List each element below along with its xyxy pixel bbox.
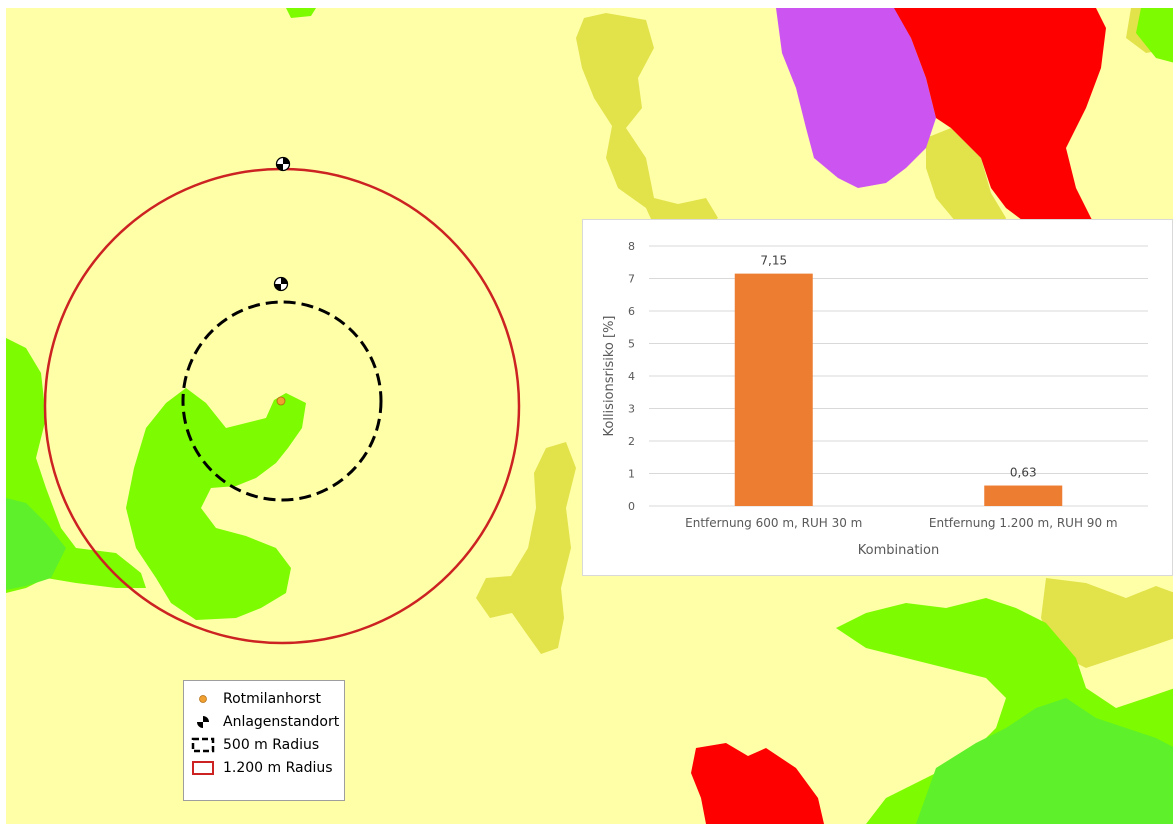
turbine-site-marker[interactable] (275, 156, 291, 172)
yellow-land-patch (576, 13, 718, 233)
chart-canvas: 0 1 2 3 4 5 6 7 8 7,15 Entfernung 600 m, RUH 30 m 0… (602, 240, 1148, 558)
y-axis-title: Kollisionsrisiko [%] (602, 315, 617, 436)
x-category-label: Entfernung 1.200 m, RUH 90 m (929, 516, 1118, 530)
red-land-patch (691, 743, 824, 824)
y-tick-label: 7 (628, 273, 635, 286)
orange-dot-icon (191, 690, 215, 708)
green-land-patch (1136, 8, 1173, 63)
legend-row-500m: 500 m Radius (191, 733, 344, 756)
y-tick-label: 4 (628, 370, 635, 383)
y-tick-label: 2 (628, 435, 635, 448)
legend-row-nest: Rotmilanhorst (191, 687, 344, 710)
green-land-patch (286, 8, 316, 18)
bar (984, 485, 1063, 506)
red-square-icon (191, 759, 215, 777)
x-category-label: Entfernung 600 m, RUH 30 m (685, 516, 862, 530)
radius-500m-circle (181, 300, 383, 502)
collision-risk-chart: 0 1 2 3 4 5 6 7 8 7,15 Entfernung 600 m, RUH 30 m 0… (582, 219, 1173, 576)
turbine-site-marker[interactable] (273, 276, 289, 292)
legend-label-500m: 500 m Radius (223, 736, 320, 753)
legend-label-turbine: Anlagenstandort (223, 713, 340, 730)
legend-label-1200m: 1.200 m Radius (223, 759, 333, 776)
green-land-patch (916, 698, 1173, 824)
y-tick-label: 5 (628, 338, 635, 351)
y-tick-label: 1 (628, 468, 635, 481)
dashed-square-icon (191, 736, 215, 754)
red-land-patch (894, 8, 1106, 227)
legend-row-turbine: Anlagenstandort (191, 710, 344, 733)
y-tick-label: 8 (628, 240, 635, 253)
bar-data-label: 0,63 (1010, 466, 1037, 480)
green-land-patch (6, 498, 66, 590)
red-kite-nest-marker[interactable] (276, 396, 286, 406)
y-tick-label: 0 (628, 500, 635, 513)
bar-data-label: 7,15 (760, 254, 787, 268)
yellow-land-patch (476, 442, 576, 654)
legend-row-1200m: 1.200 m Radius (191, 756, 344, 779)
y-tick-label: 3 (628, 403, 635, 416)
bar (734, 273, 813, 506)
x-axis-title: Kombination (858, 543, 939, 558)
purple-land-patch (776, 8, 936, 188)
yellow-land-patch (926, 128, 1006, 244)
legend-label-nest: Rotmilanhorst (223, 690, 321, 707)
green-land-patch (126, 388, 306, 620)
wind-turbine-icon (191, 713, 215, 731)
map-legend: Rotmilanhorst Anlagenstandort 500 m Radi… (183, 680, 345, 801)
y-tick-label: 6 (628, 305, 635, 318)
yellow-land-patch (1041, 578, 1173, 668)
